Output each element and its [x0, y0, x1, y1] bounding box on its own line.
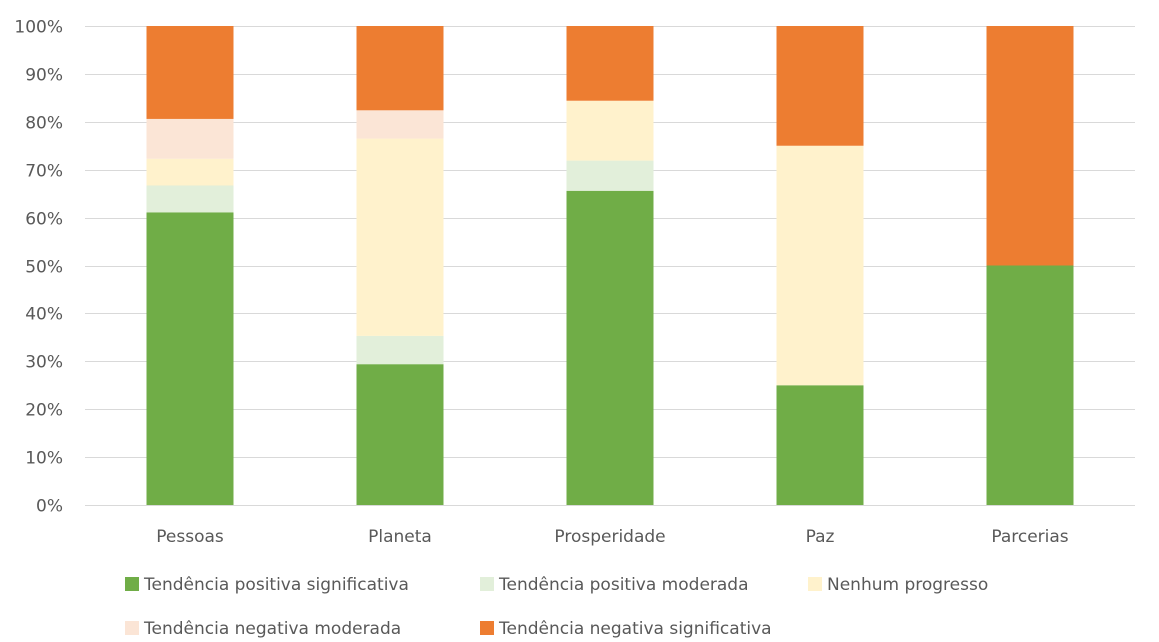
bar-segment: [356, 26, 444, 111]
y-axis-tick-labels: 0% 10% 20% 30% 40% 50% 60% 70% 80% 90% 100%: [14, 18, 63, 517]
bar-segment: [146, 158, 234, 186]
legend-swatch: [125, 621, 139, 635]
bar-segment: [146, 212, 234, 505]
y-tick-label: 70%: [25, 162, 63, 182]
bar-segment: [566, 190, 654, 505]
y-tick-label: 50%: [25, 258, 63, 278]
bar-segment: [356, 138, 444, 336]
bar-segment: [356, 110, 444, 139]
bar-segment: [986, 265, 1074, 505]
bar-segment: [146, 185, 234, 213]
legend: Tendência positiva significativa Tendênci…: [125, 575, 988, 639]
legend-swatch: [125, 577, 139, 591]
y-tick-label: 60%: [25, 210, 63, 230]
bar-segment: [356, 364, 444, 505]
y-tick-label: 40%: [25, 305, 63, 325]
x-category-label: Paz: [806, 527, 835, 547]
y-tick-label: 10%: [25, 449, 63, 469]
y-tick-label: 0%: [36, 497, 63, 517]
bar-segment: [566, 100, 654, 161]
bar-segment: [776, 145, 864, 386]
bar-segment: [566, 26, 654, 101]
y-tick-label: 30%: [25, 353, 63, 373]
bar-segment: [566, 160, 654, 191]
bar-segment: [776, 26, 864, 146]
bar-segment: [986, 26, 1074, 266]
legend-swatch: [480, 577, 494, 591]
y-tick-label: 80%: [25, 114, 63, 134]
bar-segment: [356, 335, 444, 365]
legend-swatch: [808, 577, 822, 591]
y-tick-label: 100%: [14, 18, 63, 38]
x-category-label: Pessoas: [156, 527, 224, 547]
x-axis-category-labels: Pessoas Planeta Prosperidade Paz Parcerias: [156, 527, 1069, 547]
bar-segment: [146, 26, 234, 119]
y-tick-label: 20%: [25, 401, 63, 421]
legend-label: Tendência positiva moderada: [498, 575, 749, 595]
y-tick-label: 90%: [25, 66, 63, 86]
legend-label: Nenhum progresso: [827, 575, 988, 595]
legend-label: Tendência negativa moderada: [143, 619, 401, 639]
bar-segment: [776, 385, 864, 505]
legend-label: Tendência positiva significativa: [143, 575, 409, 595]
legend-swatch: [480, 621, 494, 635]
x-category-label: Planeta: [368, 527, 432, 547]
legend-label: Tendência negativa significativa: [498, 619, 772, 639]
x-category-label: Parcerias: [991, 527, 1068, 547]
bars: [146, 26, 1074, 505]
bar-segment: [146, 118, 234, 159]
x-category-label: Prosperidade: [554, 527, 665, 547]
